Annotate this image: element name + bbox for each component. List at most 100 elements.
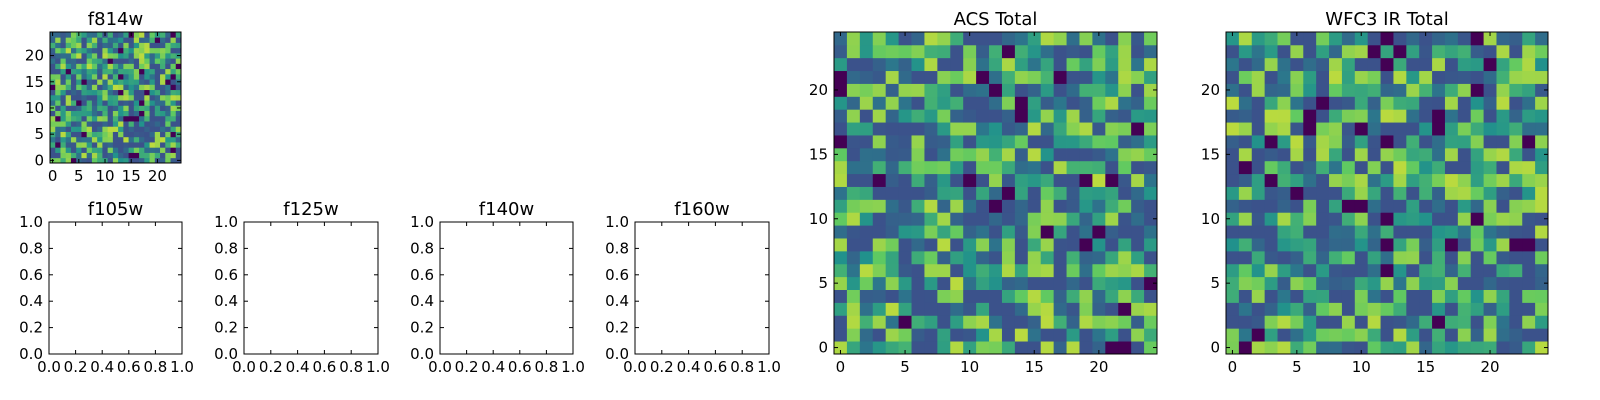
heatmap-cell <box>102 142 109 148</box>
heatmap-cell <box>1303 199 1317 213</box>
heatmap-cell <box>149 37 156 43</box>
heatmap-cell <box>70 110 77 117</box>
heatmap-cell <box>1001 147 1016 162</box>
heatmap-cell <box>1027 225 1042 239</box>
heatmap-cell <box>1264 199 1278 213</box>
heatmap-cell <box>963 173 977 187</box>
heatmap-cell <box>924 44 938 59</box>
heatmap-cell <box>963 302 977 316</box>
y-tick-label: 0.4 <box>605 292 629 310</box>
heatmap-cell <box>1354 212 1369 226</box>
heatmap-cell <box>1496 96 1510 110</box>
heatmap-cell <box>1509 238 1523 252</box>
heatmap-cell <box>976 212 990 226</box>
heatmap-cell <box>1251 199 1266 213</box>
heatmap-cell <box>976 341 990 355</box>
heatmap-cell <box>1092 263 1106 278</box>
heatmap-cell <box>1144 315 1158 329</box>
y-tick-label: 20 <box>809 81 828 99</box>
heatmap-cell <box>1118 32 1132 46</box>
heatmap-cell <box>1522 238 1536 252</box>
heatmap-cell <box>911 328 925 342</box>
heatmap-cell <box>1264 173 1278 187</box>
heatmap-cell <box>963 32 977 46</box>
heatmap-cell <box>165 73 171 80</box>
heatmap-cell <box>1264 109 1278 123</box>
heatmap-cell <box>898 57 912 72</box>
heatmap-cell <box>937 315 951 329</box>
heatmap-cell <box>76 147 82 153</box>
heatmap-cell <box>1251 225 1266 239</box>
heatmap-cell <box>859 302 874 316</box>
heatmap-cell <box>1419 96 1433 110</box>
heatmap-cell <box>937 263 951 278</box>
heatmap-cell <box>128 147 135 153</box>
heatmap-cell <box>1251 212 1266 226</box>
x-tick-label: 0.4 <box>481 358 505 376</box>
heatmap-cell <box>1470 315 1484 329</box>
heatmap-cell <box>102 131 109 138</box>
heatmap-cell <box>1380 212 1394 226</box>
heatmap-cell <box>911 341 925 355</box>
heatmap-cell <box>154 47 161 54</box>
chart-title: WFC3 IR Total <box>1325 9 1448 30</box>
heatmap-cell <box>1406 32 1420 46</box>
heatmap-cell <box>1079 122 1093 136</box>
heatmap-cell <box>86 121 93 127</box>
heatmap-cell <box>885 289 899 303</box>
heatmap-cell <box>55 42 61 49</box>
heatmap-cell <box>1226 160 1240 175</box>
heatmap-cell <box>1483 315 1497 329</box>
heatmap-cell <box>885 276 899 290</box>
heatmap-cell <box>1316 302 1330 316</box>
heatmap-cell <box>1277 302 1291 316</box>
heatmap-cell <box>1380 225 1394 239</box>
heatmap-cell <box>1040 212 1055 226</box>
heatmap-cell <box>1496 212 1510 226</box>
heatmap-cell <box>846 341 861 355</box>
heatmap-cell <box>86 32 93 38</box>
heatmap-cell <box>97 32 103 38</box>
heatmap-cell <box>1118 341 1132 355</box>
heatmap-cell <box>1053 135 1067 149</box>
heatmap-cell <box>1367 135 1381 149</box>
heatmap-cell <box>1226 135 1240 149</box>
heatmap-cell <box>1354 238 1369 252</box>
heatmap-cell <box>1457 135 1472 149</box>
heatmap-cell <box>1444 44 1459 59</box>
heatmap-cell <box>1105 199 1119 213</box>
heatmap-cell <box>1496 341 1510 355</box>
heatmap-cell <box>1066 328 1080 342</box>
heatmap-cell <box>139 63 145 70</box>
heatmap-cell <box>128 37 135 43</box>
heatmap-cell <box>1509 109 1523 123</box>
heatmap-cell <box>924 83 938 97</box>
x-tick-label: 0.4 <box>90 358 114 376</box>
heatmap-cell <box>1470 57 1484 72</box>
heatmap-cell <box>1053 276 1067 290</box>
heatmap-cell <box>60 157 67 164</box>
heatmap-cell <box>911 122 925 136</box>
heatmap-cell <box>950 263 964 278</box>
heatmap-cell <box>86 147 93 153</box>
heatmap-cell <box>65 115 72 122</box>
heatmap-cell <box>1457 199 1472 213</box>
heatmap-cell <box>911 238 925 252</box>
heatmap-cell <box>139 136 145 143</box>
chart-title: f814w <box>88 9 143 30</box>
heatmap-cell <box>1027 289 1042 303</box>
heatmap-cell <box>60 52 67 59</box>
heatmap-cell <box>859 263 874 278</box>
heatmap-cell <box>139 58 145 64</box>
heatmap-cell <box>1131 70 1145 84</box>
heatmap-cell <box>149 115 156 122</box>
heatmap-cell <box>1393 276 1407 290</box>
heatmap-cell <box>60 100 67 106</box>
heatmap-cell <box>1522 44 1536 59</box>
heatmap-cell <box>1144 302 1158 316</box>
heatmap-cell <box>976 276 990 290</box>
heatmap-cell <box>1144 289 1158 303</box>
heatmap-cell <box>1535 160 1549 175</box>
heatmap-cell <box>102 37 109 43</box>
heatmap-cell <box>118 32 124 38</box>
